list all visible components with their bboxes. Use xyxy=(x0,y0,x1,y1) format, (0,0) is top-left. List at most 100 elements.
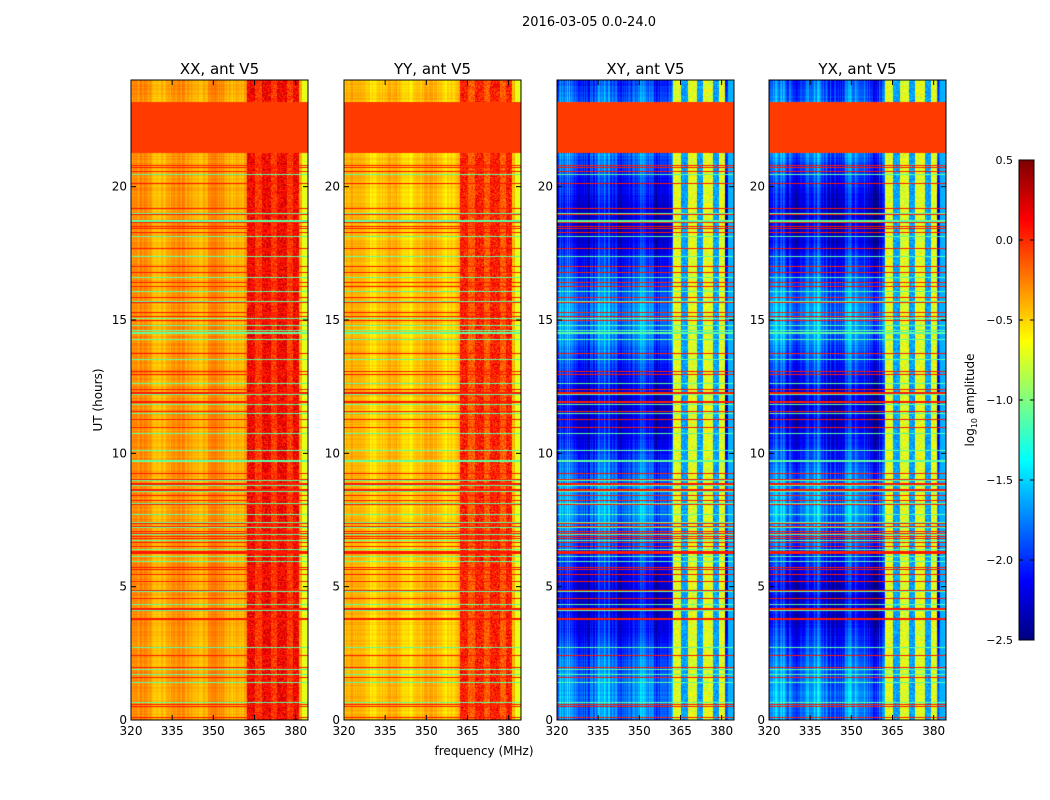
colorbar-segment xyxy=(1019,439,1034,441)
colorbar-segment xyxy=(1019,234,1034,236)
colorbar-segment xyxy=(1019,638,1034,640)
colorbar-segment xyxy=(1019,522,1034,524)
colorbar-segment xyxy=(1019,514,1034,516)
colorbar-segment xyxy=(1019,417,1034,419)
colorbar-segment xyxy=(1019,421,1034,423)
colorbar-segment xyxy=(1019,195,1034,197)
x-tick-label: 350 xyxy=(415,724,438,738)
colorbar-segment xyxy=(1019,242,1034,244)
colorbar-segment xyxy=(1019,567,1034,569)
colorbar-segment xyxy=(1019,224,1034,226)
colorbar-segment xyxy=(1019,322,1034,324)
colorbar-segment xyxy=(1019,191,1034,193)
colorbar-segment xyxy=(1019,568,1034,570)
colorbar-segment xyxy=(1019,348,1034,350)
colorbar-segment xyxy=(1019,519,1034,521)
colorbar-segment xyxy=(1019,532,1034,534)
colorbar-segment xyxy=(1019,264,1034,266)
colorbar-segment xyxy=(1019,617,1034,619)
colorbar-segment xyxy=(1019,280,1034,282)
colorbar-segment xyxy=(1019,188,1034,190)
colorbar-segment xyxy=(1019,303,1034,305)
colorbar-segment xyxy=(1019,409,1034,411)
colorbar-segment xyxy=(1019,440,1034,442)
colorbar-segment xyxy=(1019,197,1034,199)
colorbar-segment xyxy=(1019,235,1034,237)
colorbar-segment xyxy=(1019,293,1034,295)
colorbar-segment xyxy=(1019,194,1034,196)
colorbar-segment xyxy=(1019,486,1034,488)
y-tick-label: 0 xyxy=(332,713,340,727)
colorbar-segment xyxy=(1019,599,1034,601)
colorbar-segment xyxy=(1019,578,1034,580)
colorbar-segment xyxy=(1019,511,1034,513)
colorbar-segment xyxy=(1019,580,1034,582)
colorbar-segment xyxy=(1019,552,1034,554)
colorbar-segment xyxy=(1019,453,1034,455)
colorbar-segment xyxy=(1019,189,1034,191)
colorbar-segment xyxy=(1019,165,1034,167)
colorbar-segment xyxy=(1019,282,1034,284)
x-tick-label: 320 xyxy=(333,724,356,738)
colorbar-segment xyxy=(1019,294,1034,296)
colorbar-segment xyxy=(1019,590,1034,592)
colorbar-segment xyxy=(1019,484,1034,486)
colorbar-segment xyxy=(1019,459,1034,461)
panel-title-1: YY, ant V5 xyxy=(393,60,471,78)
colorbar-segment xyxy=(1019,477,1034,479)
colorbar-segment xyxy=(1019,163,1034,165)
colorbar-segment xyxy=(1019,267,1034,269)
colorbar-segment xyxy=(1019,206,1034,208)
panel-frame-1 xyxy=(343,79,522,721)
colorbar-segment xyxy=(1019,535,1034,537)
colorbar-segment xyxy=(1019,276,1034,278)
colorbar-segment xyxy=(1019,503,1034,505)
colorbar-segment xyxy=(1019,376,1034,378)
colorbar-segment xyxy=(1019,498,1034,500)
colorbar-segment xyxy=(1019,229,1034,231)
colorbar-segment xyxy=(1019,400,1034,402)
colorbar-segment xyxy=(1019,347,1034,349)
colorbar-segment xyxy=(1019,382,1034,384)
colorbar-segment xyxy=(1019,265,1034,267)
colorbar-segment xyxy=(1019,317,1034,319)
colorbar-segment xyxy=(1019,410,1034,412)
colorbar-segment xyxy=(1019,386,1034,388)
colorbar-segment xyxy=(1019,463,1034,465)
colorbar-segment xyxy=(1019,375,1034,377)
colorbar-segment xyxy=(1019,621,1034,623)
colorbar-segment xyxy=(1019,279,1034,281)
colorbar-segment xyxy=(1019,473,1034,475)
colorbar-segment xyxy=(1019,488,1034,490)
colorbar-segment xyxy=(1019,272,1034,274)
colorbar-segment xyxy=(1019,442,1034,444)
colorbar-segment xyxy=(1019,507,1034,509)
x-tick-label: 380 xyxy=(710,724,733,738)
colorbar-segment xyxy=(1019,544,1034,546)
colorbar-tick-label: 0.5 xyxy=(996,154,1014,167)
colorbar-segment xyxy=(1019,584,1034,586)
colorbar-segment xyxy=(1019,431,1034,433)
colorbar-segment xyxy=(1019,543,1034,545)
colorbar-segment xyxy=(1019,413,1034,415)
colorbar-segment xyxy=(1019,577,1034,579)
x-tick-label: 365 xyxy=(669,724,692,738)
colorbar-segment xyxy=(1019,581,1034,583)
heatmap-image-3 xyxy=(769,80,946,720)
colorbar-segment xyxy=(1019,489,1034,491)
colorbar-segment xyxy=(1019,594,1034,596)
colorbar-segment xyxy=(1019,162,1034,164)
colorbar-segment xyxy=(1019,606,1034,608)
colorbar-segment xyxy=(1019,312,1034,314)
colorbar-segment xyxy=(1019,379,1034,381)
colorbar-tick-label: −1.0 xyxy=(986,394,1013,407)
colorbar-segment xyxy=(1019,258,1034,260)
colorbar-segment xyxy=(1019,412,1034,414)
colorbar-segment xyxy=(1019,222,1034,224)
colorbar-segment xyxy=(1019,564,1034,566)
colorbar-segment xyxy=(1019,356,1034,358)
colorbar-segment xyxy=(1019,582,1034,584)
colorbar-segment xyxy=(1019,490,1034,492)
colorbar-segment xyxy=(1019,576,1034,578)
colorbar-segment xyxy=(1019,432,1034,434)
